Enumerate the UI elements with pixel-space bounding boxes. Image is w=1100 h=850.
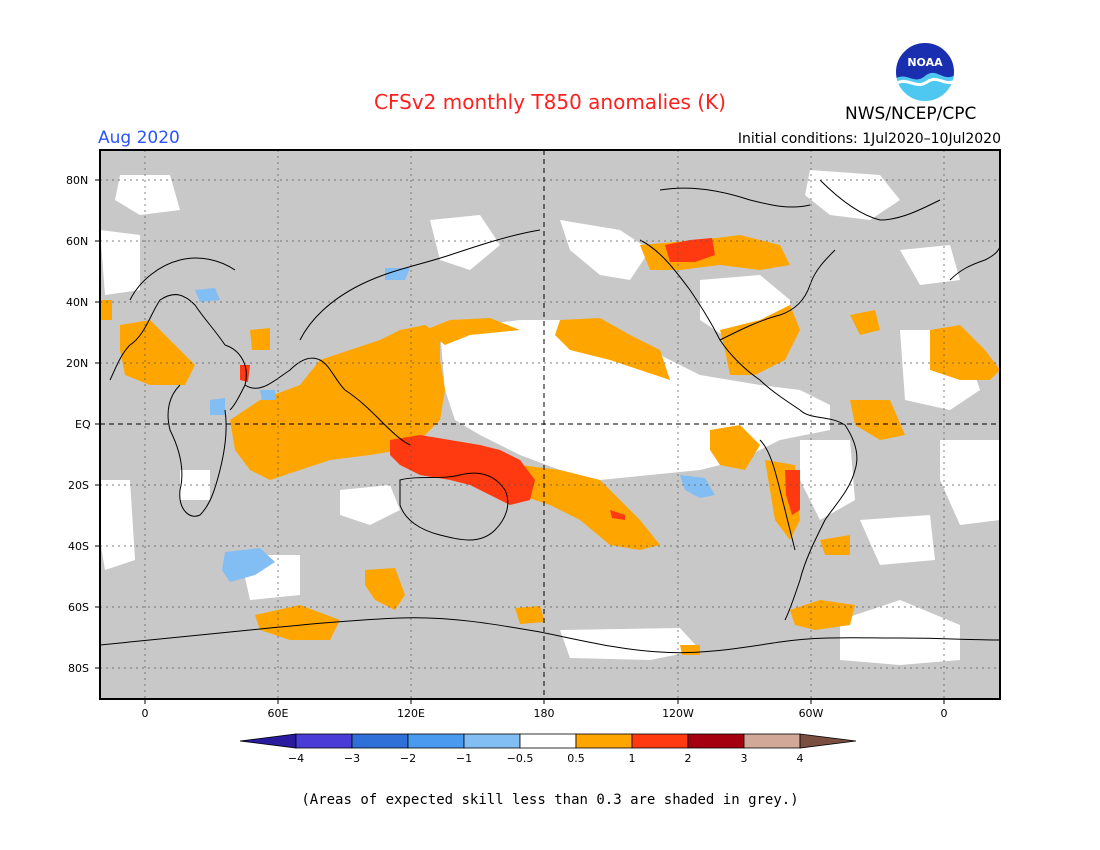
lat-label-20n: 20N — [66, 357, 89, 370]
lon-label-60e: 60E — [267, 707, 289, 720]
colorbar-label: 2 — [684, 752, 692, 765]
lon-label-60w: 60W — [798, 707, 824, 720]
colorbar-swatch — [351, 733, 409, 749]
colorbar-swatch — [463, 733, 521, 749]
lat-label-eq: EQ — [75, 418, 91, 431]
lat-label-40s: 40S — [68, 540, 89, 553]
colorbar-min-arrow — [239, 733, 297, 749]
positive-anomaly-strong-regions — [240, 238, 800, 520]
colorbar-label: 0.5 — [567, 752, 585, 765]
lat-label-60n: 60N — [66, 235, 89, 248]
colorbar-label: 3 — [740, 752, 748, 765]
lon-label-0-right: 0 — [940, 707, 948, 720]
colorbar-swatch — [743, 733, 801, 749]
colorbar-label: −4 — [287, 752, 305, 765]
lon-label-120w: 120W — [662, 707, 694, 720]
skill-footnote: (Areas of expected skill less than 0.3 a… — [301, 792, 799, 808]
anomaly-map — [95, 149, 1001, 704]
colorbar-max-arrow — [799, 733, 857, 749]
colorbar-label: −1 — [455, 752, 473, 765]
lat-label-20s: 20S — [68, 479, 89, 492]
lat-label-40n: 40N — [66, 296, 89, 309]
negative-anomaly-regions — [195, 268, 715, 582]
colorbar-label: −2 — [399, 752, 417, 765]
map-field — [100, 150, 1000, 699]
colorbar-swatch — [575, 733, 633, 749]
lon-label-0: 0 — [141, 707, 149, 720]
colorbar-swatch — [295, 733, 353, 749]
graticule — [100, 150, 1000, 699]
colorbar-label: −3 — [343, 752, 361, 765]
neutral-anomaly-regions — [100, 170, 1000, 665]
lat-label-80s: 80S — [68, 662, 89, 675]
agency-label: NWS/NCEP/CPC — [845, 104, 977, 124]
axis-ticks — [95, 179, 945, 704]
lat-label-60s: 60S — [68, 601, 89, 614]
colorbar-swatch — [631, 733, 689, 749]
colorbar-swatch — [407, 733, 465, 749]
reference-lines — [100, 150, 1000, 699]
colorbar-swatch — [687, 733, 745, 749]
lat-label-80n: 80N — [66, 174, 89, 187]
lon-label-180: 180 — [533, 707, 555, 720]
initial-conditions-label: Initial conditions: 1Jul2020–10Jul2020 — [737, 131, 1001, 147]
noaa-logo-text: NOAA — [907, 56, 943, 69]
noaa-logo: NOAA — [894, 41, 956, 103]
colorbar-label: 4 — [796, 752, 804, 765]
map-title: CFSv2 monthly T850 anomalies (K) — [374, 90, 726, 114]
coastlines — [100, 179, 1000, 654]
colorbar — [239, 733, 857, 749]
colorbar-swatch — [519, 733, 577, 749]
valid-month-label: Aug 2020 — [98, 128, 180, 148]
lon-label-120e: 120E — [397, 707, 425, 720]
colorbar-label: 1 — [628, 752, 636, 765]
colorbar-label: −0.5 — [506, 752, 534, 765]
